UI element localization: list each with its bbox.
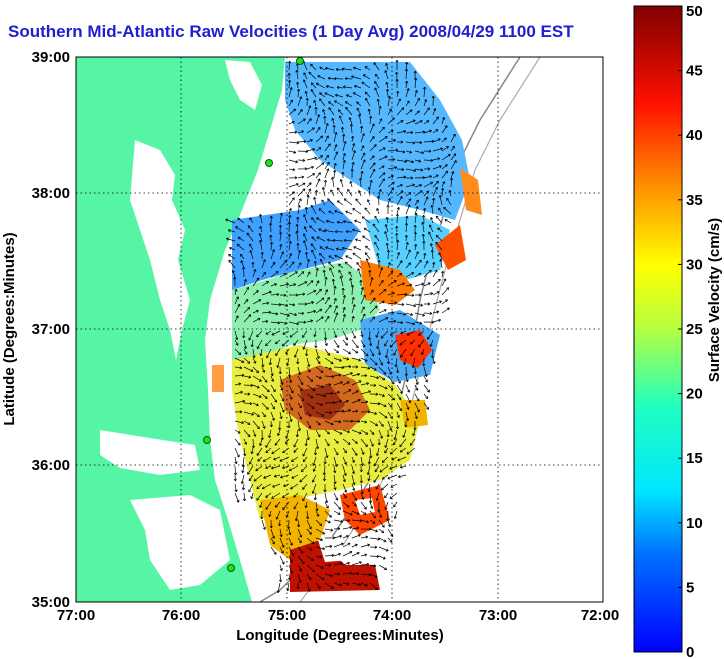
colorbar-tick-label: 25 <box>686 321 703 338</box>
x-tick-labels: 77:00 76:00 75:00 74:00 73:00 72:00 <box>57 607 619 624</box>
y-tick-label: 39:00 <box>32 49 70 66</box>
x-tick-label: 72:00 <box>581 607 619 624</box>
delaware-bay <box>225 60 262 110</box>
velocity-arrows <box>225 59 457 594</box>
colorbar: 0 5 10 15 20 25 30 35 40 45 50 Surface Velocity (c… <box>633 3 723 659</box>
x-tick-label: 75:00 <box>268 607 306 624</box>
colorbar-tick-label: 35 <box>686 192 703 209</box>
colorbar-gradient <box>633 5 683 653</box>
gridlines <box>76 57 603 602</box>
chesapeake-bay <box>130 140 190 360</box>
y-tick-label: 37:00 <box>32 321 70 338</box>
colorbar-tick-label: 10 <box>686 515 703 532</box>
y-axis-label: Latitude (Degrees:Minutes) <box>1 232 18 425</box>
x-tick-label: 73:00 <box>479 607 517 624</box>
velocity-field <box>212 62 482 592</box>
colorbar-tick-label: 5 <box>686 579 694 596</box>
x-tick-label: 76:00 <box>162 607 200 624</box>
colorbar-tick-label: 0 <box>686 644 694 659</box>
x-tick-label: 74:00 <box>373 607 411 624</box>
pamlico-sound <box>130 495 230 590</box>
albemarle-sound <box>100 430 200 475</box>
colorbar-tick-label: 30 <box>686 256 703 273</box>
map-area <box>76 57 603 602</box>
colorbar-tick-label: 50 <box>686 3 703 20</box>
station-marker <box>296 57 304 65</box>
y-tick-label: 36:00 <box>32 457 70 474</box>
station-marker <box>227 564 235 572</box>
colorbar-tick-label: 45 <box>686 63 703 80</box>
y-tick-labels: 39:00 38:00 37:00 36:00 35:00 <box>32 49 70 611</box>
map-title: Southern Mid-Atlantic Raw Velocities (1 … <box>8 22 574 41</box>
x-tick-label: 77:00 <box>57 607 95 624</box>
colorbar-label: Surface Velocity (cm/s) <box>706 218 723 382</box>
x-axis-label: Longitude (Degrees:Minutes) <box>236 627 444 644</box>
axes-frame <box>75 56 604 603</box>
y-tick-label: 35:00 <box>32 594 70 611</box>
colorbar-tick-labels: 0 5 10 15 20 25 30 35 40 45 50 <box>678 3 703 659</box>
station-marker <box>203 436 211 444</box>
colorbar-tick-label: 15 <box>686 450 703 467</box>
station-marker <box>265 159 273 167</box>
y-tick-label: 38:00 <box>32 185 70 202</box>
colorbar-tick-label: 20 <box>686 386 703 403</box>
colorbar-tick-label: 40 <box>686 127 703 144</box>
